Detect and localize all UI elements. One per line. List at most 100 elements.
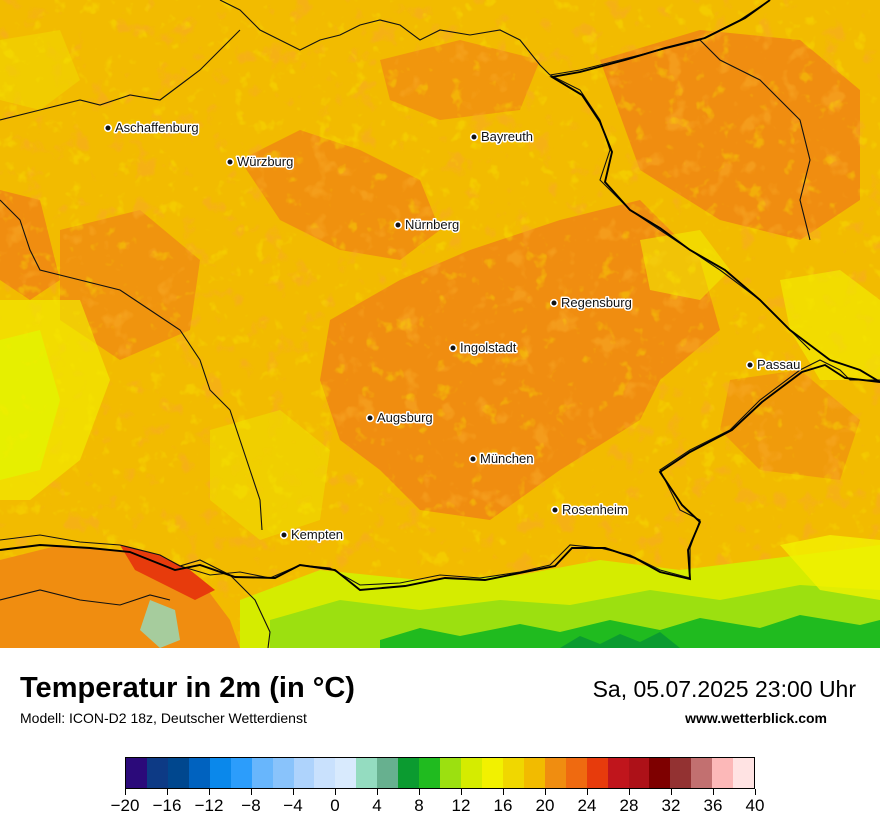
color-swatch	[586, 758, 608, 788]
color-swatch	[691, 758, 713, 788]
color-swatch	[146, 758, 168, 788]
color-swatch	[544, 758, 566, 788]
alpine-regions	[0, 535, 880, 648]
color-swatch	[628, 758, 650, 788]
color-swatch	[461, 758, 482, 788]
temperature-texture-2	[0, 0, 880, 648]
scale-tick	[334, 789, 336, 795]
color-swatch	[335, 758, 357, 788]
city-dot	[469, 132, 479, 142]
color-swatch	[440, 758, 461, 788]
color-scale-bar	[125, 757, 755, 789]
scale-tick	[754, 789, 756, 795]
model-info: Modell: ICON-D2 18z, Deutscher Wetterdie…	[20, 710, 307, 726]
scale-tick-label: 8	[414, 796, 424, 815]
color-swatch	[419, 758, 441, 788]
scale-tick-label: 0	[330, 796, 340, 815]
color-swatch	[314, 758, 336, 788]
scale-tick-label: 16	[493, 796, 513, 815]
forecast-datetime: Sa, 05.07.2025 23:00 Uhr	[592, 676, 856, 702]
scale-tick-label: 36	[703, 796, 723, 815]
scale-tick-label: 12	[451, 796, 471, 815]
scale-tick	[502, 789, 504, 795]
map-title: Temperatur in 2m (in °C)	[20, 672, 355, 704]
temperature-map[interactable]: Aschaffenburg Würzburg Bayreuth Nürnberg Reg…	[0, 0, 880, 648]
color-swatch	[377, 758, 399, 788]
color-swatch	[272, 758, 294, 788]
city-dot	[448, 343, 458, 353]
city-dot	[225, 157, 235, 167]
color-swatch	[523, 758, 545, 788]
color-swatch	[230, 758, 252, 788]
color-swatch	[733, 758, 755, 788]
city-marker[interactable]: Ingolstadt	[448, 339, 518, 357]
city-dot	[468, 454, 478, 464]
scale-tick-label: 24	[577, 796, 597, 815]
scale-tick-label: 32	[661, 796, 681, 815]
city-label: Aschaffenburg	[115, 120, 199, 135]
city-marker[interactable]: Bayreuth	[469, 128, 535, 146]
scale-tick	[376, 789, 378, 795]
color-swatch	[398, 758, 420, 788]
city-dot	[365, 413, 375, 423]
city-marker[interactable]: München	[468, 450, 535, 468]
city-label: Würzburg	[237, 154, 293, 169]
scale-tick	[124, 789, 126, 795]
color-swatch	[607, 758, 629, 788]
city-marker[interactable]: Augsburg	[365, 409, 434, 427]
scale-tick	[208, 789, 210, 795]
scale-tick	[712, 789, 714, 795]
city-label: Augsburg	[377, 410, 433, 425]
scale-tick	[628, 789, 630, 795]
city-label: Bayreuth	[481, 129, 533, 144]
scale-tick-label: −12	[194, 796, 224, 815]
city-marker[interactable]: Nürnberg	[393, 216, 461, 234]
city-dot	[393, 220, 403, 230]
color-swatch	[251, 758, 273, 788]
scale-tick	[586, 789, 588, 795]
color-swatch	[356, 758, 378, 788]
city-dot	[745, 360, 755, 370]
color-swatch	[649, 758, 671, 788]
color-swatch	[126, 758, 147, 788]
city-label: Nürnberg	[405, 217, 459, 232]
scale-tick	[250, 789, 252, 795]
city-dot	[279, 530, 289, 540]
city-markers: Aschaffenburg Würzburg Bayreuth Nürnberg Reg…	[103, 119, 802, 544]
color-swatch	[188, 758, 210, 788]
city-marker[interactable]: Passau	[745, 356, 802, 374]
city-label: Ingolstadt	[460, 340, 517, 355]
city-marker[interactable]: Rosenheim	[550, 501, 629, 519]
city-dot	[550, 505, 560, 515]
scale-tick-label: −16	[152, 796, 182, 815]
city-marker[interactable]: Kempten	[279, 526, 345, 544]
scale-tick-label: 40	[745, 796, 765, 815]
city-label: Kempten	[291, 527, 343, 542]
city-label: Rosenheim	[562, 502, 628, 517]
city-marker[interactable]: Regensburg	[549, 294, 633, 312]
city-marker[interactable]: Aschaffenburg	[103, 119, 200, 137]
footer: Temperatur in 2m (in °C) Modell: ICON-D2…	[0, 648, 880, 830]
country-border	[0, 0, 880, 591]
city-marker[interactable]: Würzburg	[225, 153, 295, 171]
scale-tick-label: 20	[535, 796, 555, 815]
color-swatch	[293, 758, 315, 788]
scale-tick-label: −20	[110, 796, 140, 815]
color-swatch	[670, 758, 692, 788]
color-swatch	[481, 758, 503, 788]
website-link[interactable]: www.wetterblick.com	[685, 710, 827, 726]
color-swatch	[565, 758, 587, 788]
scale-tick-label: 28	[619, 796, 639, 815]
scale-tick-label: 4	[372, 796, 382, 815]
scale-tick-label: −4	[283, 796, 303, 815]
color-scale-ticks: −20 −16 −12 −8 −4 0 4 8 12 16 20 24 28 32 36 40	[111, 789, 764, 819]
color-swatch	[712, 758, 734, 788]
city-dot	[549, 298, 559, 308]
color-swatch	[209, 758, 231, 788]
city-label: Passau	[757, 357, 800, 372]
scale-tick	[670, 789, 672, 795]
city-dot	[103, 123, 113, 133]
color-swatch	[167, 758, 189, 788]
scale-tick	[544, 789, 546, 795]
scale-tick	[418, 789, 420, 795]
